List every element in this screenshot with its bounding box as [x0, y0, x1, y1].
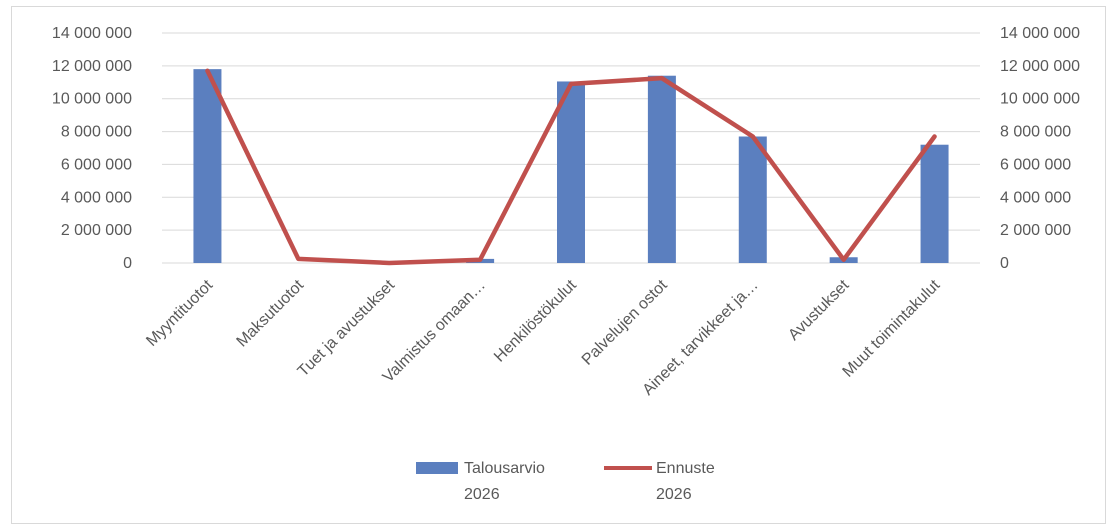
- left-tick-label: 4 000 000: [61, 189, 132, 206]
- legend-label-talousarvio: 2026: [464, 486, 500, 503]
- category-label: Palvelujen ostot: [579, 276, 671, 368]
- bar-talousarvio: [738, 136, 767, 263]
- left-tick-label: 0: [123, 255, 132, 272]
- line-series: [205, 68, 937, 266]
- bar-talousarvio: [193, 69, 222, 264]
- category-label: Maksutuotot: [234, 276, 308, 350]
- left-tick-label: 14 000 000: [52, 25, 132, 42]
- legend-label-ennuste: 2026: [656, 486, 692, 503]
- right-tick-label: 14 000 000: [1000, 25, 1080, 42]
- category-label: Muut toimintakulut: [840, 276, 944, 380]
- legend-swatch-bar: [416, 462, 458, 474]
- bar-talousarvio: [920, 144, 949, 263]
- right-tick-label: 6 000 000: [1000, 156, 1071, 173]
- left-tick-label: 10 000 000: [52, 91, 132, 108]
- legend-label-ennuste: Ennuste: [656, 460, 715, 477]
- category-label: Henkilöstökulut: [491, 276, 580, 365]
- left-tick-label: 12 000 000: [52, 58, 132, 75]
- right-tick-label: 12 000 000: [1000, 58, 1080, 75]
- left-tick-label: 2 000 000: [61, 222, 132, 239]
- category-label: Avustukset: [785, 276, 853, 344]
- left-tick-label: 6 000 000: [61, 156, 132, 173]
- right-tick-label: 2 000 000: [1000, 222, 1071, 239]
- right-tick-label: 10 000 000: [1000, 91, 1080, 108]
- bar-talousarvio: [557, 81, 585, 263]
- left-axis: 0 2 000 000 4 000 000 6 000 000 8 000 000 10 …: [52, 25, 132, 272]
- legend: Talousarvio 2026 Ennuste 2026: [416, 460, 715, 503]
- bar-talousarvio: [647, 75, 676, 263]
- right-tick-label: 8 000 000: [1000, 124, 1071, 141]
- right-axis: 0 2 000 000 4 000 000 6 000 000 8 000 000 10 …: [1000, 25, 1080, 272]
- category-label: Tuet ja avustukset: [295, 276, 399, 380]
- right-tick-label: 0: [1000, 255, 1009, 272]
- bar-series: [193, 69, 949, 264]
- right-tick-label: 4 000 000: [1000, 189, 1071, 206]
- legend-label-talousarvio: Talousarvio: [464, 460, 545, 477]
- category-label: Valmistus omaan…: [380, 277, 489, 386]
- left-tick-label: 8 000 000: [61, 124, 132, 141]
- category-label: Myyntituotot: [143, 276, 216, 349]
